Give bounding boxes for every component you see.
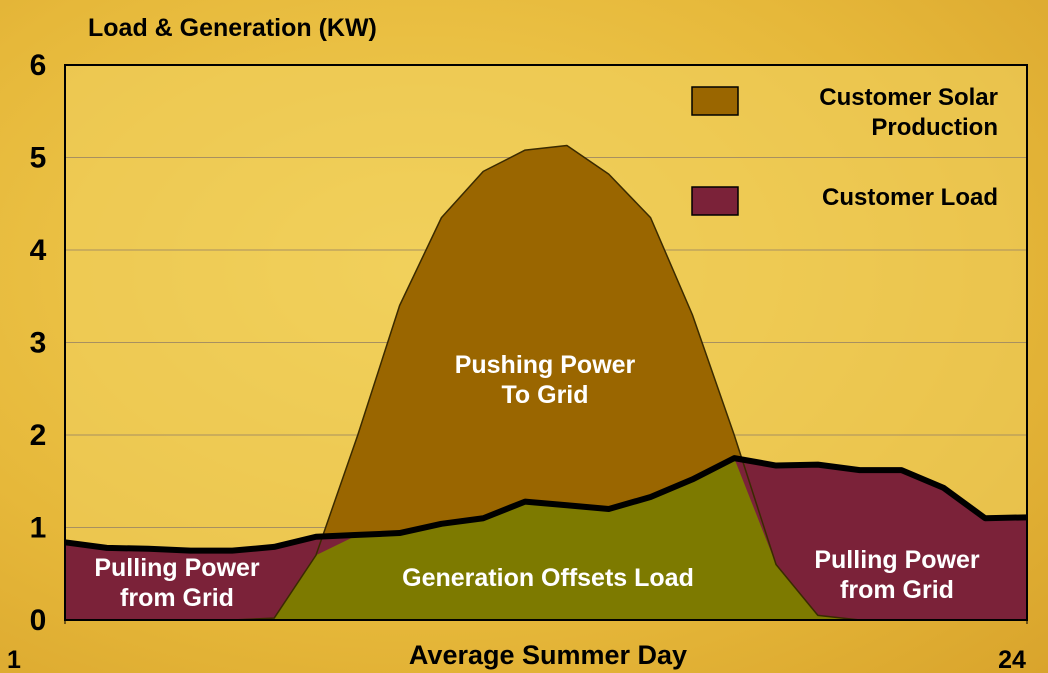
x-axis-label: Average Summer Day [408, 640, 688, 670]
annotation: Generation Offsets Load [402, 563, 694, 593]
x-tick-label: 24 [998, 646, 1026, 673]
series-line [64, 455, 1028, 554]
legend-swatch [691, 186, 739, 216]
annotation-line: Pulling Power [94, 554, 260, 582]
annotation-line: To Grid [501, 381, 589, 409]
annotation-line: from Grid [840, 576, 954, 604]
legend-label: Customer Solar Production [819, 84, 998, 141]
annotation: Pushing Power To Grid [455, 350, 636, 410]
legend-label: Customer Load [821, 184, 998, 211]
annotation-line: Pulling Power [814, 546, 980, 574]
chart-title: Load & Generation (KW) [88, 14, 377, 42]
y-tick-label: 6 [30, 49, 47, 82]
annotation-line: from Grid [120, 584, 234, 612]
annotation-line: Generation Offsets Load [402, 564, 694, 592]
y-tick-label: 2 [30, 419, 47, 452]
area [65, 145, 1027, 620]
annotation-line: Pushing Power [454, 351, 636, 379]
y-tick-label: 3 [30, 327, 47, 360]
overlap-area [65, 458, 1027, 620]
y-tick-label: 1 [30, 512, 47, 545]
legend-swatch [691, 86, 739, 116]
y-tick-label: 5 [30, 142, 47, 175]
y-tick-label: 4 [30, 234, 47, 267]
plot-frame [64, 64, 1028, 621]
y-tick-label: 0 [30, 604, 47, 637]
annotation: Pulling Power from Grid [94, 553, 259, 613]
x-tick-label: 1 [7, 646, 21, 673]
annotation: Pulling Power from Grid [814, 545, 979, 605]
